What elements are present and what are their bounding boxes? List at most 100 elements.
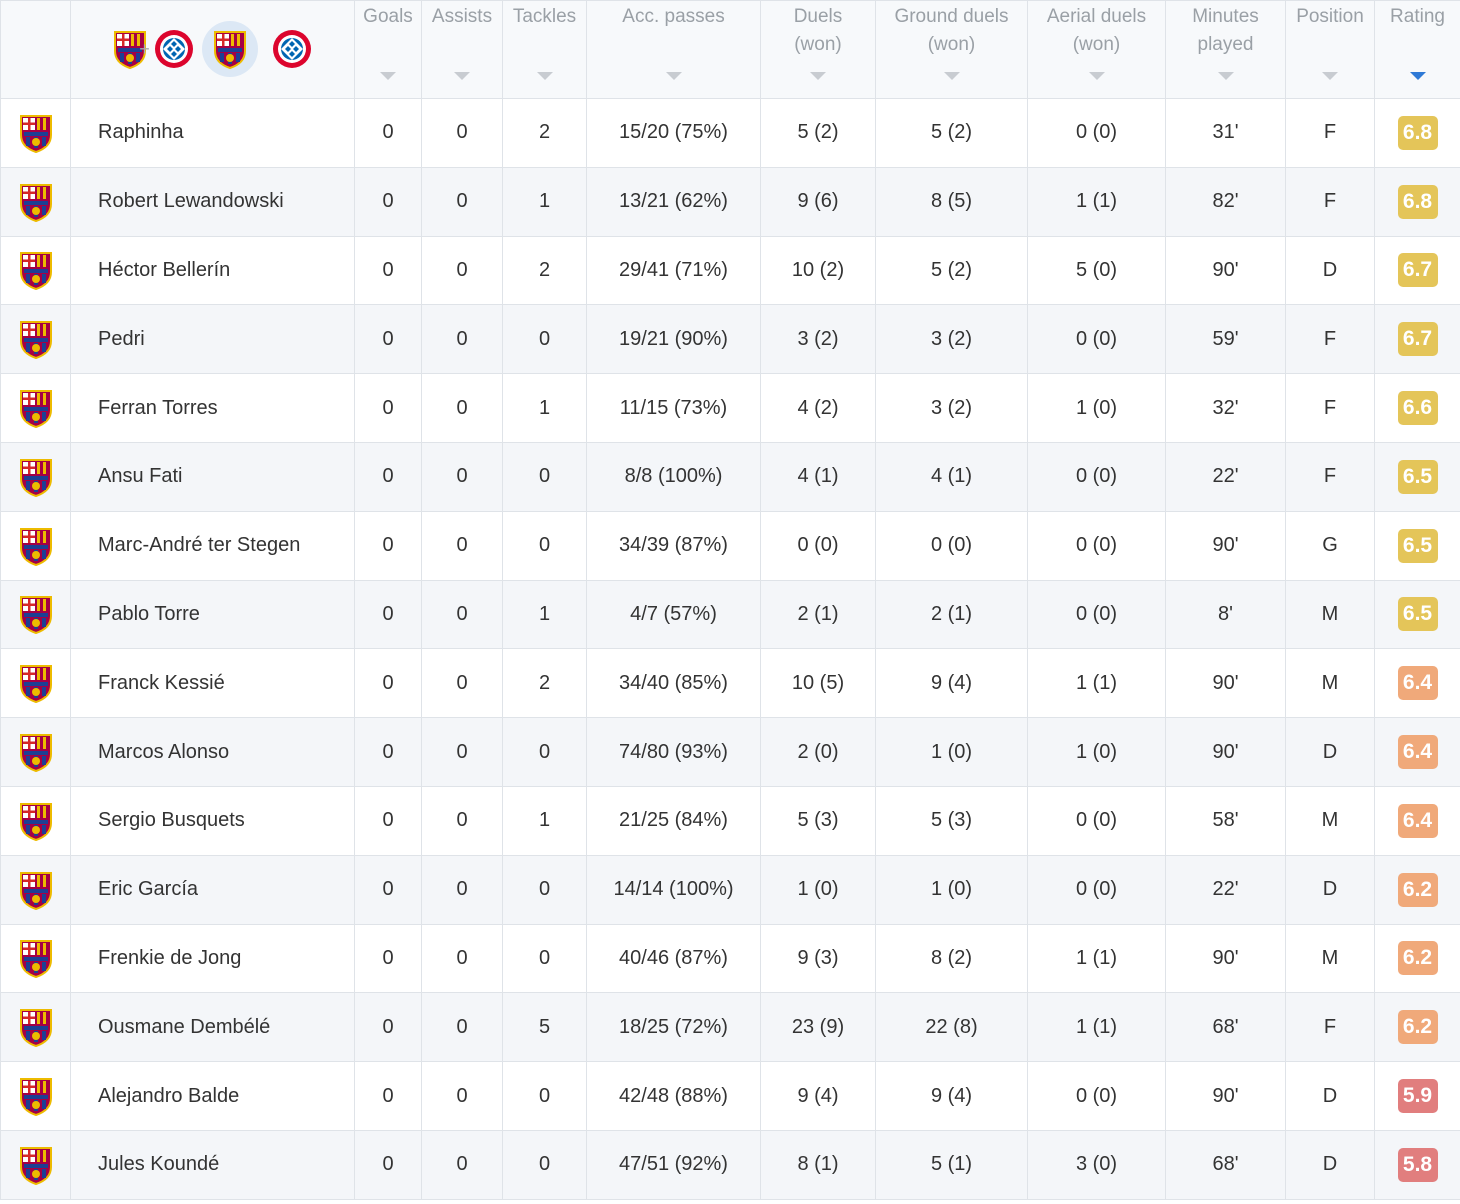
stat-assists: 0 [421, 648, 503, 719]
table-row[interactable]: Jules Koundé 0 0 0 47/51 (92%) 8 (1) 5 (1) 3 (0… [0, 1129, 1460, 1200]
stat-position: F [1285, 98, 1375, 168]
stat-ground: 0 (0) [875, 510, 1028, 581]
table-row[interactable]: Alejandro Balde 0 0 0 42/48 (88%) 9 (4) 9 (4) 0… [0, 1061, 1460, 1131]
rating-badge: 6.4 [1397, 735, 1438, 770]
column-header-acc-passes[interactable]: Acc. passes [586, 0, 761, 99]
filter-bayern-button[interactable] [272, 29, 312, 69]
player-name[interactable]: Eric García [70, 854, 355, 925]
stat-aerial: 3 (0) [1027, 1129, 1166, 1200]
stat-aerial: 0 (0) [1027, 854, 1166, 925]
stat-tackles: 0 [502, 854, 587, 925]
team-crest-cell [0, 1129, 71, 1200]
column-header-aerial-duels[interactable]: Aerial duels (won) [1027, 0, 1166, 99]
column-header-ground-duels[interactable]: Ground duels (won) [875, 0, 1028, 99]
stat-tackles: 5 [502, 992, 587, 1063]
player-name[interactable]: Marcos Alonso [70, 717, 355, 787]
stat-minutes: 31' [1165, 98, 1286, 168]
stat-assists: 0 [421, 717, 503, 787]
stat-aerial: 5 (0) [1027, 235, 1166, 306]
player-name[interactable]: Marc-André ter Stegen [70, 510, 355, 581]
table-row[interactable]: Raphinha 0 0 2 15/20 (75%) 5 (2) 5 (2) 0 (0) 31'… [0, 98, 1460, 168]
stat-goals: 0 [354, 1129, 422, 1200]
player-name[interactable]: Ansu Fati [70, 441, 355, 512]
column-header-rating[interactable]: Rating [1374, 0, 1460, 99]
stat-position: M [1285, 648, 1375, 719]
stat-position: M [1285, 785, 1375, 856]
stat-tackles: 1 [502, 579, 587, 650]
team-crest-cell [0, 992, 71, 1063]
stat-position: D [1285, 235, 1375, 306]
player-name[interactable]: Héctor Bellerín [70, 235, 355, 306]
rating-badge: 6.6 [1397, 391, 1438, 426]
stat-position: F [1285, 304, 1375, 375]
barcelona-crest-icon [19, 732, 53, 773]
table-row[interactable]: Sergio Busquets 0 0 1 21/25 (84%) 5 (3) 5 (3) 0… [0, 785, 1460, 856]
stat-duels: 2 (1) [760, 579, 876, 650]
player-name[interactable]: Sergio Busquets [70, 785, 355, 856]
stat-passes: 40/46 (87%) [586, 923, 761, 994]
filter-both-teams-button[interactable]: + [113, 29, 193, 69]
rating-cell: 6.2 [1374, 923, 1460, 994]
rating-badge: 6.2 [1397, 1010, 1438, 1045]
sort-arrow-icon [380, 72, 396, 80]
player-name[interactable]: Ferran Torres [70, 373, 355, 443]
player-name[interactable]: Alejandro Balde [70, 1061, 355, 1131]
table-row[interactable]: Ousmane Dembélé 0 0 5 18/25 (72%) 23 (9) 22 (8… [0, 992, 1460, 1063]
player-name[interactable]: Robert Lewandowski [70, 166, 355, 237]
column-header-assists[interactable]: Assists [421, 0, 503, 99]
column-header-position[interactable]: Position [1285, 0, 1375, 99]
stat-aerial: 0 (0) [1027, 785, 1166, 856]
stat-goals: 0 [354, 373, 422, 443]
table-row[interactable]: Marcos Alonso 0 0 0 74/80 (93%) 2 (0) 1 (0) 1 (… [0, 717, 1460, 787]
column-header-goals[interactable]: Goals [354, 0, 422, 99]
bayern-crest-icon [154, 29, 193, 69]
filter-barcelona-button[interactable] [201, 20, 258, 77]
stat-aerial: 0 (0) [1027, 510, 1166, 581]
stat-duels: 9 (3) [760, 923, 876, 994]
table-row[interactable]: Frenkie de Jong 0 0 0 40/46 (87%) 9 (3) 8 (2) 1… [0, 923, 1460, 994]
rating-cell: 6.7 [1374, 235, 1460, 306]
stat-duels: 4 (2) [760, 373, 876, 443]
player-name[interactable]: Raphinha [70, 98, 355, 168]
stat-ground: 2 (1) [875, 579, 1028, 650]
stat-assists: 0 [421, 992, 503, 1063]
stat-assists: 0 [421, 304, 503, 375]
table-row[interactable]: Héctor Bellerín 0 0 2 29/41 (71%) 10 (2) 5 (2)… [0, 235, 1460, 306]
table-row[interactable]: Pedri 0 0 0 19/21 (90%) 3 (2) 3 (2) 0 (0) 59' F 6.… [0, 304, 1460, 375]
table-row[interactable]: Eric García 0 0 0 14/14 (100%) 1 (0) 1 (0) 0 (0… [0, 854, 1460, 925]
team-crest-cell [0, 304, 71, 375]
stat-duels: 4 (1) [760, 441, 876, 512]
stat-goals: 0 [354, 579, 422, 650]
stat-aerial: 0 (0) [1027, 304, 1166, 375]
player-name[interactable]: Pablo Torre [70, 579, 355, 650]
stat-ground: 5 (1) [875, 1129, 1028, 1200]
player-name[interactable]: Pedri [70, 304, 355, 375]
table-row[interactable]: Ferran Torres 0 0 1 11/15 (73%) 4 (2) 3 (2) 1 (… [0, 373, 1460, 443]
table-row[interactable]: Robert Lewandowski 0 0 1 13/21 (62%) 9 (6) 8 (… [0, 166, 1460, 237]
stat-ground: 22 (8) [875, 992, 1028, 1063]
barcelona-crest-icon [19, 870, 53, 910]
stat-ground: 1 (0) [875, 717, 1028, 787]
table-row[interactable]: Pablo Torre 0 0 1 4/7 (57%) 2 (1) 2 (1) 0 (0) 8'… [0, 579, 1460, 650]
barcelona-crest-icon [19, 1007, 53, 1048]
column-header-minutes[interactable]: Minutes played [1165, 0, 1286, 99]
team-crest-cell [0, 373, 71, 443]
rating-cell: 5.8 [1374, 1129, 1460, 1200]
player-name[interactable]: Frenkie de Jong [70, 923, 355, 994]
player-name[interactable]: Franck Kessié [70, 648, 355, 719]
table-row[interactable]: Marc-André ter Stegen 0 0 0 34/39 (87%) 0 (0)… [0, 510, 1460, 581]
column-header-duels[interactable]: Duels (won) [760, 0, 876, 99]
rating-cell: 6.7 [1374, 304, 1460, 375]
player-name[interactable]: Jules Koundé [70, 1129, 355, 1200]
stat-aerial: 0 (0) [1027, 441, 1166, 512]
rating-cell: 6.2 [1374, 854, 1460, 925]
column-header-tackles[interactable]: Tackles [502, 0, 587, 99]
player-rows: Raphinha 0 0 2 15/20 (75%) 5 (2) 5 (2) 0 (0) 31'… [0, 98, 1460, 1200]
table-row[interactable]: Ansu Fati 0 0 0 8/8 (100%) 4 (1) 4 (1) 0 (0) 22'… [0, 441, 1460, 512]
stat-aerial: 0 (0) [1027, 98, 1166, 168]
barcelona-crest-icon [19, 1145, 53, 1185]
team-crest-cell [0, 717, 71, 787]
table-row[interactable]: Franck Kessié 0 0 2 34/40 (85%) 10 (5) 9 (4) 1 … [0, 648, 1460, 719]
player-name[interactable]: Ousmane Dembélé [70, 992, 355, 1063]
